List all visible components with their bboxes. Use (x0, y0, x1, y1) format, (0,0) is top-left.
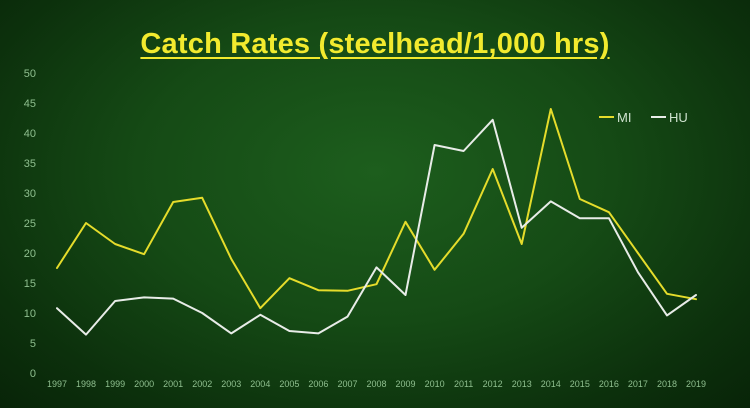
legend-label-hu: HU (669, 110, 688, 125)
y-tick-label: 25 (24, 218, 36, 230)
x-axis-ticks: 1997 1998 1999 2000 2001 2002 2003 2004 2005 2006… (47, 379, 706, 389)
y-tick-label: 30 (24, 188, 36, 200)
x-tick-label: 2011 (454, 379, 473, 389)
x-tick-label: 2015 (570, 379, 590, 389)
y-tick-label: 0 (30, 368, 36, 380)
x-tick-label: 2010 (425, 379, 445, 389)
x-tick-label: 2014 (541, 379, 561, 389)
x-tick-label: 2003 (221, 379, 241, 389)
x-tick-label: 2017 (628, 379, 648, 389)
x-tick-label: 2005 (279, 379, 299, 389)
y-axis-ticks: 0 5 10 15 20 25 30 35 40 45 50 (24, 68, 36, 380)
legend-label-mi: MI (617, 110, 631, 125)
y-tick-label: 50 (24, 68, 36, 80)
y-tick-label: 35 (24, 158, 36, 170)
series-lines (56, 108, 697, 336)
chart-title: Catch Rates (steelhead/1,000 hrs) (140, 28, 610, 60)
x-tick-label: 2000 (134, 379, 154, 389)
x-tick-label: 1999 (105, 379, 125, 389)
x-tick-label: 2001 (163, 379, 183, 389)
x-tick-label: 2012 (483, 379, 503, 389)
x-tick-label: 2013 (512, 379, 532, 389)
x-tick-label: 1998 (76, 379, 96, 389)
y-tick-label: 40 (24, 128, 36, 140)
y-tick-label: 15 (24, 278, 36, 290)
x-tick-label: 2008 (366, 379, 386, 389)
x-tick-label: 2002 (192, 379, 212, 389)
x-tick-label: 1997 (47, 379, 67, 389)
y-tick-label: 10 (24, 308, 36, 320)
series-line-hu (56, 118, 697, 336)
x-tick-label: 2018 (657, 379, 677, 389)
x-tick-label: 2009 (396, 379, 416, 389)
x-tick-label: 2019 (686, 379, 706, 389)
x-tick-label: 2007 (337, 379, 357, 389)
y-tick-label: 45 (24, 98, 36, 110)
legend: MI HU (599, 110, 688, 125)
series-line-mi (56, 108, 697, 310)
y-tick-label: 5 (30, 338, 36, 350)
x-tick-label: 2006 (308, 379, 328, 389)
x-tick-label: 2004 (250, 379, 270, 389)
y-tick-label: 20 (24, 248, 36, 260)
x-tick-label: 2016 (599, 379, 619, 389)
